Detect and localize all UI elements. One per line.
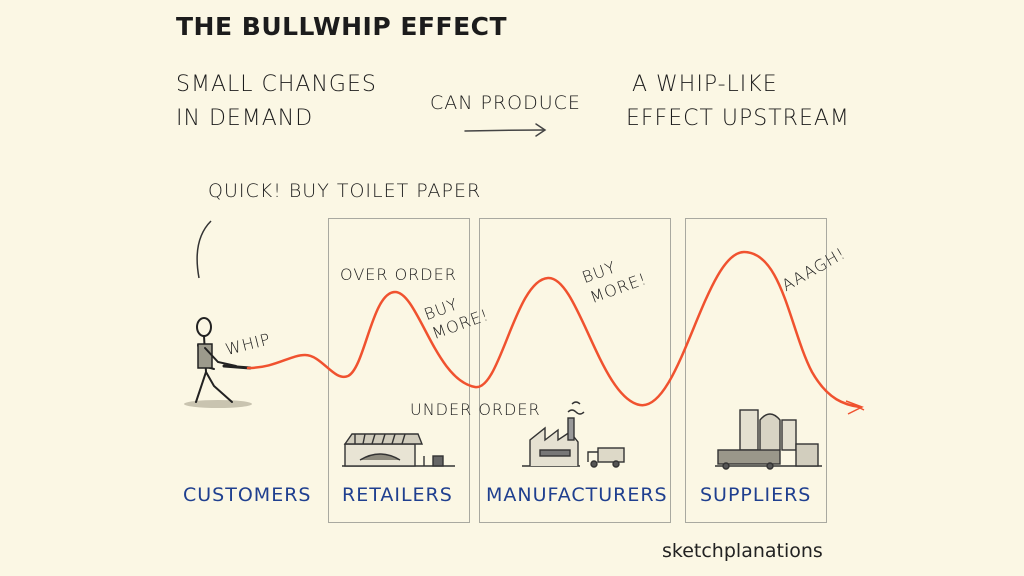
warehouse-icon (715, 409, 822, 470)
diagram-title: THE BULLWHIP EFFECT (176, 12, 508, 41)
right-arrow-icon (464, 123, 547, 137)
retailers-box (328, 218, 470, 523)
intro-right-line1: A WHIP-LIKE (632, 72, 778, 97)
intro-left-line1: SMALL CHANGES (176, 72, 377, 97)
overorder-label: OVER ORDER (340, 265, 457, 284)
stage-customers: CUSTOMERS (183, 484, 312, 506)
intro-right-line2: EFFECT UPSTREAM (626, 106, 850, 131)
suppliers-box (685, 218, 827, 523)
underorder-label: UNDER ORDER (410, 400, 541, 419)
manufacturers-box (479, 218, 671, 523)
stage-suppliers: SUPPLIERS (700, 484, 812, 506)
brand-logo: sketchplanations (662, 540, 823, 562)
speech-line (196, 220, 212, 279)
truck-icon (587, 447, 625, 468)
stage-manufacturers: MANUFACTURERS (486, 484, 668, 506)
whip-tip-icon (845, 400, 865, 415)
factory-icon (522, 401, 585, 467)
intro-middle: CAN PRODUCE (430, 92, 581, 114)
storefront-icon (342, 433, 455, 467)
intro-left-line2: IN DEMAND (176, 106, 314, 131)
stick-figure-icon (184, 317, 252, 408)
quote-text: QUICK! BUY TOILET PAPER (208, 180, 482, 202)
bullwhip-curve (246, 250, 862, 409)
stage-retailers: RETAILERS (342, 484, 453, 506)
